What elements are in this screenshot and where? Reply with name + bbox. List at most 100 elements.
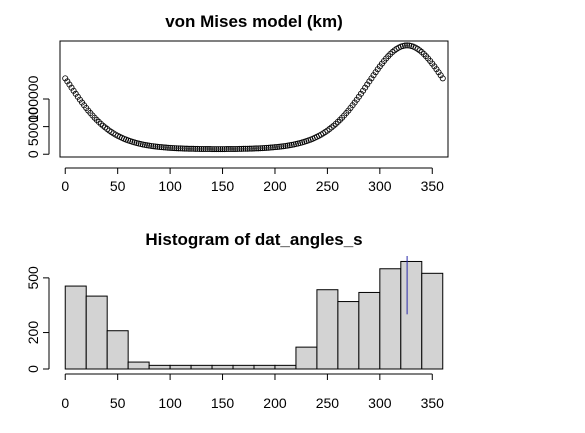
scatter-point — [387, 50, 394, 57]
x-tick-label: 350 — [421, 178, 445, 194]
histogram-panel: Histogram of dat_angles_s 0 50 100 150 200 25… — [25, 230, 444, 411]
scatter-point — [263, 144, 270, 151]
scatter-point — [355, 93, 362, 100]
scatter-point — [209, 146, 216, 153]
scatter-point — [217, 146, 224, 153]
histogram-bar — [232, 364, 255, 370]
y-tick-label: 100000 — [25, 75, 41, 122]
scatter-point — [141, 141, 148, 148]
histogram-bar — [127, 361, 150, 370]
y-axis-bottom: 0 200 500 — [25, 266, 50, 373]
scatter-point — [95, 118, 102, 125]
scatter-point — [144, 142, 151, 149]
scatter-point — [290, 141, 297, 148]
scatter-point — [332, 120, 339, 127]
scatter-point — [160, 144, 167, 151]
scatter-point — [437, 72, 444, 79]
scatter-point — [62, 75, 69, 82]
scatter-point — [223, 146, 230, 153]
scatter-point — [336, 116, 343, 123]
scatter-point — [278, 143, 285, 150]
scatter-point — [366, 78, 373, 85]
x-tick-label: 300 — [368, 178, 392, 194]
x-tick-label: 50 — [110, 395, 126, 411]
scatter-point — [70, 87, 77, 94]
scatter-point — [282, 142, 289, 149]
scatter-point — [173, 145, 180, 152]
scatter-point — [250, 145, 257, 152]
y-tick-label: 500 — [25, 266, 41, 290]
scatter-point — [406, 42, 413, 49]
scatter-point — [72, 90, 79, 97]
scatter-point — [194, 145, 201, 152]
scatter-point — [150, 143, 157, 150]
scatter-point — [276, 143, 283, 150]
x-tick-label: 50 — [110, 178, 126, 194]
scatter-point — [221, 146, 228, 153]
scatter-point — [202, 146, 209, 153]
histogram-bar — [64, 285, 87, 370]
x-tick-label: 150 — [211, 178, 235, 194]
scatter-point — [246, 145, 253, 152]
histogram-bar — [379, 268, 402, 370]
scatter-point — [274, 143, 281, 150]
scatter-point — [253, 145, 260, 152]
y-tick-label: 200 — [25, 321, 41, 345]
x-tick-label: 250 — [316, 395, 340, 411]
scatter-point — [364, 81, 371, 88]
scatter-point — [236, 145, 243, 152]
scatter-point — [91, 114, 98, 121]
scatter-point — [402, 42, 409, 49]
scatter-point — [439, 75, 446, 82]
histogram-bars — [64, 260, 444, 370]
scatter-point — [93, 116, 100, 123]
x-tick-label: 100 — [158, 395, 182, 411]
scatter-point — [64, 78, 71, 85]
scatter-point — [198, 145, 205, 152]
x-tick-label: 300 — [368, 395, 392, 411]
histogram-bar — [421, 272, 444, 370]
scatter-point — [156, 143, 163, 150]
scatter-point — [66, 81, 73, 88]
scatter-point — [146, 142, 153, 149]
scatter-point — [227, 146, 234, 153]
histogram-bar — [211, 364, 234, 370]
scatter-point — [158, 144, 165, 151]
scatter-point — [200, 145, 207, 152]
scatter-point — [334, 118, 341, 125]
scatter-point — [97, 120, 104, 127]
histogram-bar — [106, 330, 129, 370]
scatter-point — [190, 145, 197, 152]
scatter-point — [269, 144, 276, 151]
histogram-bar — [295, 346, 318, 370]
scatter-point — [244, 145, 251, 152]
von-mises-panel: von Mises model (km) 0 50 100 150 200 250 300 3… — [25, 12, 449, 194]
scatter-point — [215, 146, 222, 153]
scatter-point — [433, 66, 440, 73]
x-axis-bottom: 0 50 100 150 200 250 300 350 — [61, 373, 445, 411]
chart-title-bottom: Histogram of dat_angles_s — [145, 230, 362, 249]
x-tick-label: 350 — [421, 395, 445, 411]
x-tick-label: 100 — [158, 178, 182, 194]
scatter-point — [435, 69, 442, 76]
histogram-bar — [148, 364, 171, 370]
scatter-point — [271, 144, 278, 151]
scatter-point — [177, 145, 184, 152]
scatter-point — [330, 122, 337, 129]
scatter-point — [175, 145, 182, 152]
scatter-point — [360, 87, 367, 94]
x-tick-label: 0 — [61, 395, 69, 411]
scatter-point — [183, 145, 190, 152]
y-tick-label: 0 — [25, 150, 41, 158]
scatter-point — [255, 145, 262, 152]
scatter-point — [238, 145, 245, 152]
scatter-point — [368, 75, 375, 82]
scatter-point — [148, 142, 155, 149]
scatter-point — [372, 69, 379, 76]
scatter-point — [232, 145, 239, 152]
histogram-bar — [253, 364, 276, 370]
y-tick-label: 50000 — [25, 107, 41, 146]
x-tick-label: 200 — [263, 395, 287, 411]
scatter-point — [181, 145, 188, 152]
